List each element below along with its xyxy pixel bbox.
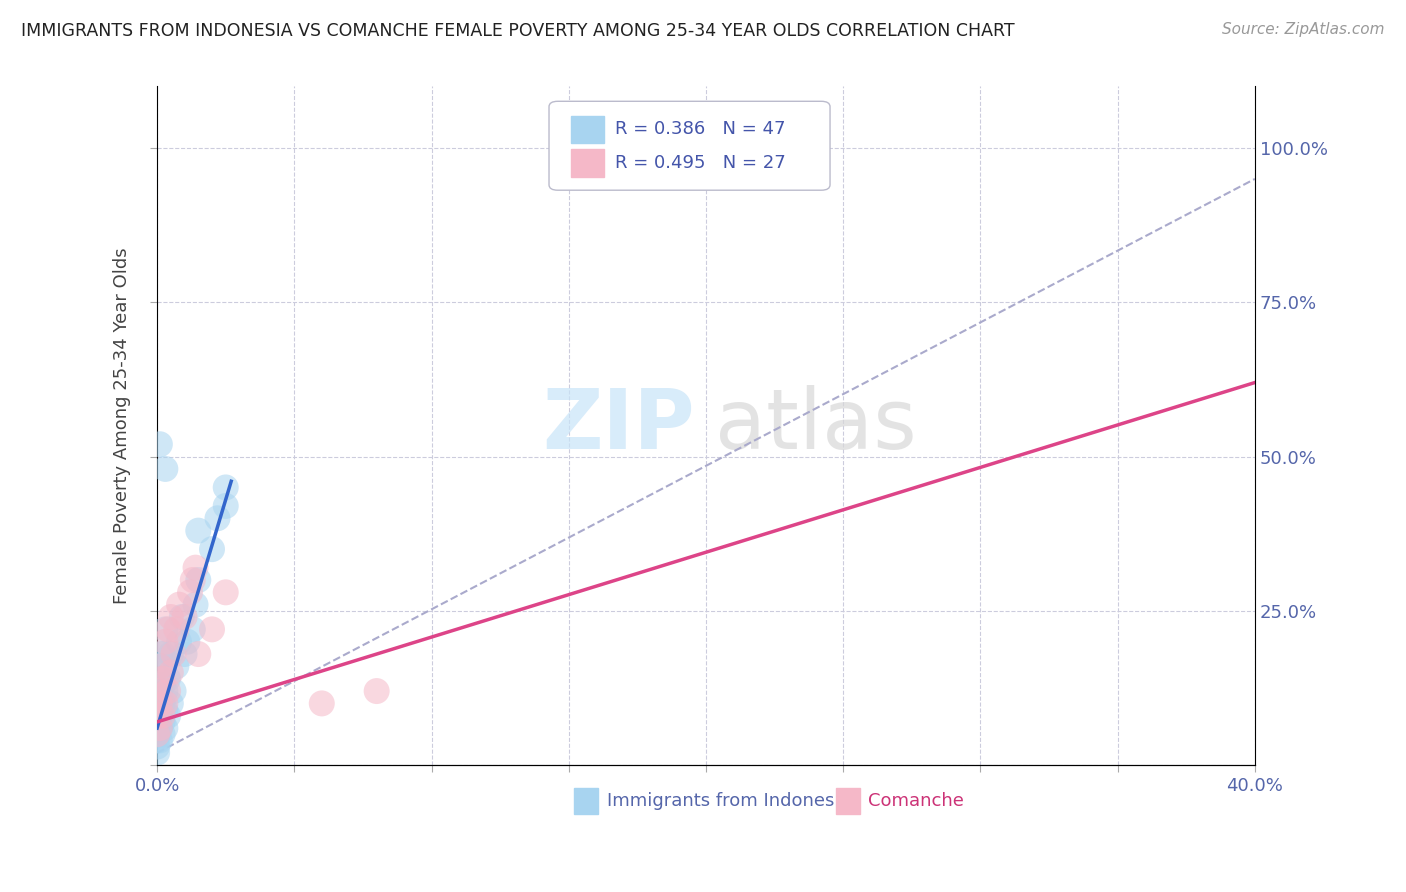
Point — [184, 598, 207, 612]
Point — [157, 708, 180, 723]
Point — [160, 610, 183, 624]
Point — [179, 585, 201, 599]
Point — [215, 585, 238, 599]
Point — [162, 684, 184, 698]
Point — [155, 623, 177, 637]
Point — [146, 684, 169, 698]
Point — [201, 542, 224, 557]
Point — [152, 678, 174, 692]
Point — [149, 708, 172, 723]
Point — [695, 141, 717, 155]
Bar — [571, 150, 605, 177]
Point — [162, 647, 184, 661]
Point — [149, 437, 172, 451]
Text: IMMIGRANTS FROM INDONESIA VS COMANCHE FEMALE POVERTY AMONG 25-34 YEAR OLDS CORRE: IMMIGRANTS FROM INDONESIA VS COMANCHE FE… — [21, 22, 1015, 40]
Text: ZIP: ZIP — [541, 385, 695, 467]
Point — [146, 708, 169, 723]
Point — [201, 623, 224, 637]
Point — [149, 659, 172, 673]
Text: atlas: atlas — [714, 385, 917, 467]
Point — [155, 702, 177, 716]
Point — [165, 623, 187, 637]
Point — [157, 623, 180, 637]
Text: Comanche: Comanche — [869, 792, 965, 810]
Text: Immigrants from Indonesia: Immigrants from Indonesia — [607, 792, 851, 810]
Point — [149, 659, 172, 673]
Point — [152, 708, 174, 723]
Point — [152, 727, 174, 741]
Point — [155, 721, 177, 735]
Point — [149, 647, 172, 661]
Y-axis label: Female Poverty Among 25-34 Year Olds: Female Poverty Among 25-34 Year Olds — [114, 247, 131, 604]
Point — [187, 573, 209, 587]
Point — [146, 708, 169, 723]
FancyBboxPatch shape — [548, 102, 830, 190]
Point — [146, 684, 169, 698]
Point — [146, 702, 169, 716]
Text: R = 0.495   N = 27: R = 0.495 N = 27 — [614, 154, 786, 172]
Point — [155, 462, 177, 476]
Point — [167, 598, 190, 612]
Text: R = 0.386   N = 47: R = 0.386 N = 47 — [614, 120, 786, 138]
Bar — [835, 789, 859, 814]
Point — [155, 697, 177, 711]
Point — [173, 610, 195, 624]
Point — [165, 659, 187, 673]
Point — [184, 560, 207, 574]
Point — [187, 524, 209, 538]
Point — [173, 647, 195, 661]
Point — [149, 733, 172, 747]
Point — [152, 697, 174, 711]
Point — [146, 727, 169, 741]
Bar — [574, 789, 599, 814]
Point — [149, 721, 172, 735]
Point — [149, 684, 172, 698]
Point — [146, 733, 169, 747]
Point — [187, 647, 209, 661]
Point — [181, 623, 204, 637]
Point — [167, 634, 190, 648]
Point — [149, 672, 172, 686]
Point — [146, 727, 169, 741]
Text: Source: ZipAtlas.com: Source: ZipAtlas.com — [1222, 22, 1385, 37]
Point — [215, 480, 238, 494]
Point — [311, 697, 333, 711]
Point — [149, 721, 172, 735]
Point — [170, 610, 193, 624]
Point — [157, 684, 180, 698]
Point — [149, 697, 172, 711]
Point — [146, 697, 169, 711]
Point — [176, 634, 198, 648]
Point — [152, 672, 174, 686]
Point — [146, 721, 169, 735]
Bar — [571, 116, 605, 143]
Point — [149, 697, 172, 711]
Point — [155, 684, 177, 698]
Point — [207, 511, 229, 525]
Point — [157, 672, 180, 686]
Point — [146, 714, 169, 729]
Point — [160, 647, 183, 661]
Point — [181, 573, 204, 587]
Point — [366, 684, 388, 698]
Point — [215, 499, 238, 513]
Point — [146, 746, 169, 760]
Point — [160, 697, 183, 711]
Point — [155, 634, 177, 648]
Point — [146, 739, 169, 754]
Point — [152, 647, 174, 661]
Point — [152, 714, 174, 729]
Point — [160, 665, 183, 680]
